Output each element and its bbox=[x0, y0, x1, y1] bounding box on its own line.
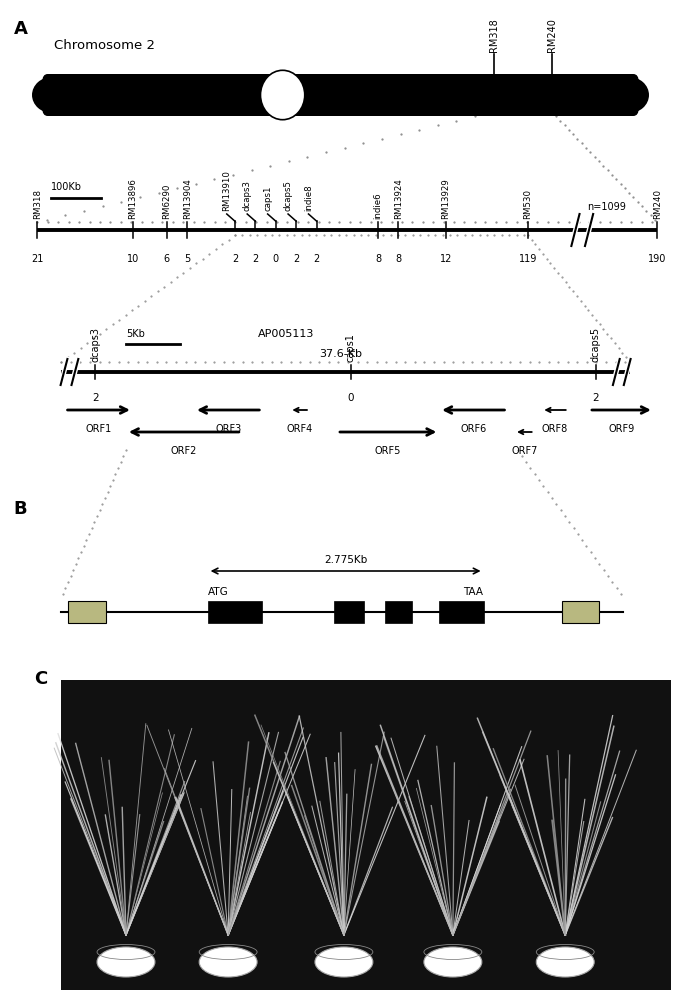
Text: 2: 2 bbox=[592, 393, 599, 403]
Text: 37.6-Kb: 37.6-Kb bbox=[319, 349, 362, 359]
FancyBboxPatch shape bbox=[334, 601, 364, 623]
Text: caps1: caps1 bbox=[263, 186, 272, 211]
FancyBboxPatch shape bbox=[562, 601, 599, 623]
Text: ORF4: ORF4 bbox=[287, 424, 313, 434]
Text: RM240: RM240 bbox=[652, 189, 662, 219]
Text: RM6290: RM6290 bbox=[162, 184, 172, 219]
Text: RM318: RM318 bbox=[489, 18, 498, 52]
FancyBboxPatch shape bbox=[439, 601, 484, 623]
Text: 2: 2 bbox=[232, 254, 238, 264]
Text: 12: 12 bbox=[440, 254, 452, 264]
Text: ORF2: ORF2 bbox=[171, 446, 197, 456]
Text: 0: 0 bbox=[347, 393, 354, 403]
Text: ORF6: ORF6 bbox=[460, 424, 486, 434]
Text: 21: 21 bbox=[31, 254, 44, 264]
Text: ORF3: ORF3 bbox=[215, 424, 241, 434]
Ellipse shape bbox=[200, 947, 257, 977]
Text: 8: 8 bbox=[396, 254, 401, 264]
FancyBboxPatch shape bbox=[385, 601, 412, 623]
Text: RM13910: RM13910 bbox=[222, 170, 232, 211]
Text: RM13924: RM13924 bbox=[394, 178, 403, 219]
Ellipse shape bbox=[97, 947, 155, 977]
FancyBboxPatch shape bbox=[68, 601, 106, 623]
Text: ORF1: ORF1 bbox=[86, 424, 112, 434]
Text: indie6: indie6 bbox=[373, 192, 383, 219]
Text: caps1: caps1 bbox=[346, 333, 355, 362]
Text: 119: 119 bbox=[519, 254, 537, 264]
Text: TAA: TAA bbox=[464, 587, 484, 597]
Ellipse shape bbox=[315, 947, 373, 977]
Ellipse shape bbox=[260, 70, 304, 120]
Ellipse shape bbox=[424, 947, 482, 977]
Text: 8: 8 bbox=[375, 254, 381, 264]
Text: AP005113: AP005113 bbox=[258, 329, 314, 339]
Text: B: B bbox=[14, 500, 27, 518]
Ellipse shape bbox=[537, 947, 594, 977]
Text: RM240: RM240 bbox=[547, 18, 556, 52]
Text: C: C bbox=[34, 670, 47, 688]
FancyBboxPatch shape bbox=[42, 74, 639, 116]
Text: RM13904: RM13904 bbox=[183, 178, 192, 219]
Text: Chromosome 2: Chromosome 2 bbox=[54, 39, 155, 52]
Text: 2: 2 bbox=[92, 393, 99, 403]
Text: 2: 2 bbox=[252, 254, 259, 264]
Text: dcaps3: dcaps3 bbox=[91, 327, 100, 362]
Text: ATG: ATG bbox=[208, 587, 228, 597]
Text: dcaps5: dcaps5 bbox=[591, 327, 601, 362]
Text: 5Kb: 5Kb bbox=[126, 329, 145, 339]
Text: RM13896: RM13896 bbox=[128, 178, 138, 219]
Ellipse shape bbox=[32, 77, 73, 113]
Ellipse shape bbox=[608, 77, 649, 113]
Text: dcaps5: dcaps5 bbox=[283, 180, 293, 211]
Text: RM530: RM530 bbox=[523, 189, 533, 219]
Text: 0: 0 bbox=[273, 254, 279, 264]
Text: 2: 2 bbox=[293, 254, 300, 264]
Text: 10: 10 bbox=[127, 254, 139, 264]
Text: 2: 2 bbox=[313, 254, 320, 264]
Text: 2.775Kb: 2.775Kb bbox=[324, 555, 367, 565]
Text: RM318: RM318 bbox=[33, 189, 42, 219]
Text: 190: 190 bbox=[648, 254, 666, 264]
FancyBboxPatch shape bbox=[61, 680, 671, 990]
Text: RM13929: RM13929 bbox=[441, 178, 451, 219]
Text: ORF8: ORF8 bbox=[542, 424, 568, 434]
Text: ORF5: ORF5 bbox=[375, 446, 401, 456]
Text: dcaps3: dcaps3 bbox=[242, 180, 252, 211]
FancyBboxPatch shape bbox=[208, 601, 262, 623]
Text: A: A bbox=[14, 20, 27, 38]
Text: indie8: indie8 bbox=[304, 184, 313, 211]
Text: ORF9: ORF9 bbox=[608, 424, 635, 434]
Text: 5: 5 bbox=[184, 254, 191, 264]
Text: ORF7: ORF7 bbox=[511, 446, 537, 456]
Text: 6: 6 bbox=[164, 254, 170, 264]
Text: n=1099: n=1099 bbox=[587, 202, 626, 212]
Text: 100Kb: 100Kb bbox=[51, 182, 82, 192]
